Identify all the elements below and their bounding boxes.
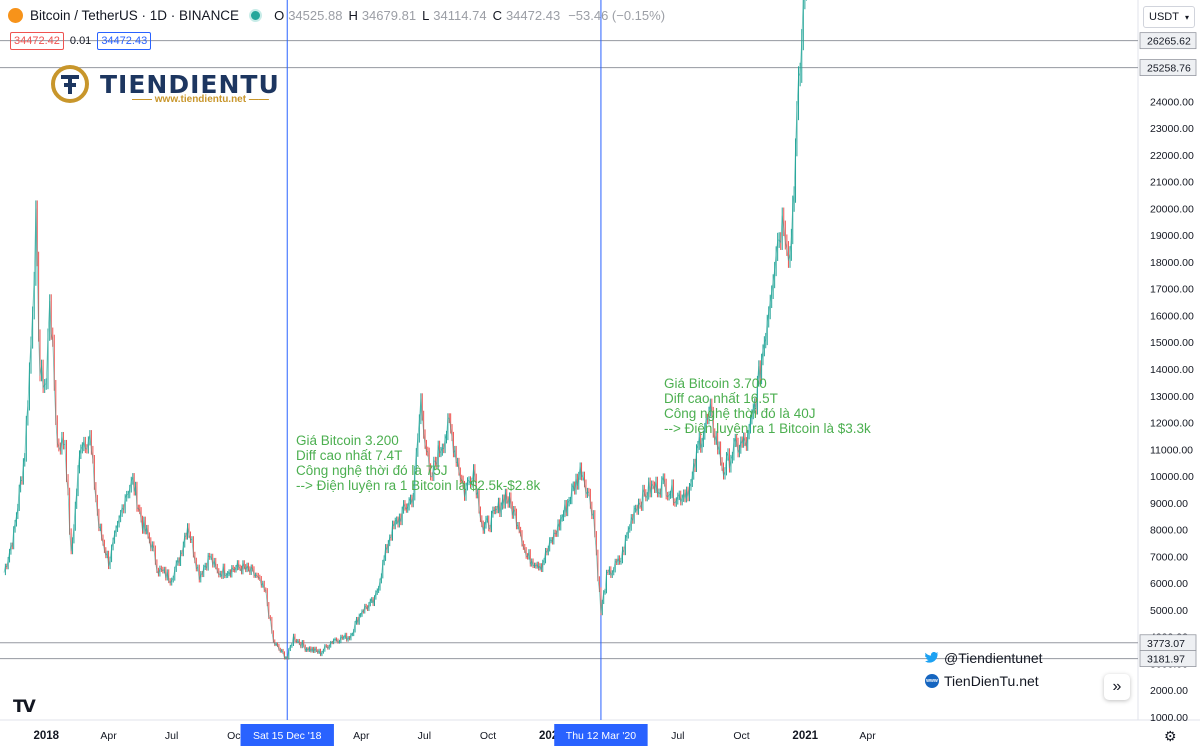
y-tick-label: 19000.00 <box>1150 230 1194 242</box>
x-tick-label: Apr <box>859 730 876 742</box>
annotation-line: Diff cao nhất 7.4T <box>296 448 403 463</box>
open-label: O <box>274 8 285 23</box>
y-tick-label: 10000.00 <box>1150 471 1194 483</box>
price-level-label: 3181.97 <box>1147 654 1185 666</box>
x-tick-label: 2021 <box>792 730 818 742</box>
currency-label: USDT <box>1149 11 1179 23</box>
y-tick-label: 16000.00 <box>1150 310 1194 322</box>
y-tick-label: 2000.00 <box>1150 685 1188 697</box>
y-tick-label: 21000.00 <box>1150 177 1194 189</box>
y-tick-label: 9000.00 <box>1150 498 1188 510</box>
y-tick-label: 24000.00 <box>1150 96 1194 108</box>
market-status-icon <box>249 9 263 22</box>
twitter-icon <box>925 652 939 663</box>
y-tick-label: 20000.00 <box>1150 203 1194 215</box>
annotation-line: Diff cao nhất 16.5T <box>664 391 778 406</box>
high-value: 34679.81 <box>361 8 417 23</box>
symbol-title[interactable]: Bitcoin / TetherUS · 1D · BINANCE <box>30 8 240 23</box>
annotation-2020: Giá Bitcoin 3.700 Diff cao nhất 16.5T Cô… <box>664 376 871 436</box>
y-tick-label: 6000.00 <box>1150 578 1188 590</box>
x-tick-label: Thu 12 Mar '20 <box>566 730 636 742</box>
website-text: TienDienTu.net <box>944 673 1039 689</box>
scroll-to-realtime-button[interactable]: » <box>1104 674 1130 700</box>
x-tick-label: Oct <box>480 730 496 742</box>
annotation-line: --> Điện luyện ra 1 Bitcoin là $3.3k <box>664 421 871 436</box>
x-tick-label: Oct <box>733 730 749 742</box>
price-level-label: 26265.62 <box>1147 36 1191 48</box>
website-link: www TienDienTu.net <box>925 673 1039 689</box>
y-tick-label: 22000.00 <box>1150 150 1194 162</box>
annotation-2018: Giá Bitcoin 3.200 Diff cao nhất 7.4T Côn… <box>296 433 540 493</box>
low-value: 34114.74 <box>433 8 487 23</box>
y-tick-label: 15000.00 <box>1150 337 1194 349</box>
double-chevron-right-icon: » <box>1112 678 1122 695</box>
price-level-tag <box>1139 59 1197 76</box>
time-marker-tag <box>240 724 334 746</box>
chevron-down-icon: ▾ <box>1184 12 1189 22</box>
settings-gear-icon[interactable]: ⚙ <box>1164 728 1177 744</box>
y-tick-label: 1000.00 <box>1150 712 1188 724</box>
tiendientu-logo: TIENDIENTU —— www.tiendientu.net —— <box>50 64 279 108</box>
high-label: H <box>348 8 358 23</box>
logo-emblem-icon <box>51 65 89 103</box>
twitter-handle: @Tiendientunet <box>925 650 1043 666</box>
price-scale-panel[interactable] <box>1138 0 1200 751</box>
x-tick-label: Jul <box>671 730 684 742</box>
y-tick-label: 7000.00 <box>1150 551 1188 563</box>
logo-url: —— www.tiendientu.net —— <box>132 94 269 105</box>
y-tick-label: 14000.00 <box>1150 364 1194 376</box>
buy-button[interactable]: 34472.43 <box>97 32 152 50</box>
x-tick-label: Sat 15 Dec '18 <box>253 730 322 742</box>
close-value: 34472.43 <box>505 8 561 23</box>
x-tick-label: Jul <box>418 730 431 742</box>
twitter-handle-text: @Tiendientunet <box>944 650 1043 666</box>
y-tick-label: 5000.00 <box>1150 605 1188 617</box>
price-level-label: 3773.07 <box>1147 638 1185 650</box>
open-value: 34525.88 <box>288 8 343 23</box>
change-value: −53.46 (−0.15%) <box>568 8 666 23</box>
y-tick-label: 17000.00 <box>1150 284 1194 296</box>
y-tick-label: 12000.00 <box>1150 418 1194 430</box>
x-tick-label: 2018 <box>33 730 59 742</box>
close-label: C <box>492 8 502 23</box>
spread-value: 0.01 <box>69 35 92 47</box>
y-tick-label: 23000.00 <box>1150 123 1194 135</box>
logo-name: TIENDIENTU <box>100 70 280 99</box>
currency-selector[interactable]: USDT ▾ <box>1143 6 1195 28</box>
low-label: L <box>422 8 430 23</box>
price-level-tag <box>1139 650 1197 667</box>
tradingview-logo[interactable]: TV <box>13 697 36 717</box>
globe-icon: www <box>925 674 939 688</box>
time-marker-tag <box>554 724 648 746</box>
x-tick-label: Jul <box>165 730 178 742</box>
y-tick-label: 13000.00 <box>1150 391 1194 403</box>
buy-sell-panel: 34472.42 0.01 34472.43 <box>10 32 152 50</box>
price-series-line <box>3 0 804 659</box>
annotation-line: Công nghệ thời đó là 75J <box>296 463 448 478</box>
annotation-line: Công nghệ thời đó là 40J <box>664 406 816 421</box>
annotation-line: Giá Bitcoin 3.200 <box>296 433 399 448</box>
chart-header: Bitcoin / TetherUS · 1D · BINANCE O 34525… <box>8 8 665 23</box>
y-tick-label: 18000.00 <box>1150 257 1194 269</box>
y-tick-label: 8000.00 <box>1150 525 1188 537</box>
x-tick-label: Apr <box>100 730 117 742</box>
sell-button[interactable]: 34472.42 <box>10 32 64 50</box>
y-tick-label: 11000.00 <box>1150 444 1193 456</box>
x-tick-label: Oct <box>227 730 243 742</box>
annotation-line: Giá Bitcoin 3.700 <box>664 376 767 391</box>
price-level-tag <box>1139 32 1197 50</box>
x-tick-label: Apr <box>353 730 370 742</box>
annotation-line: --> Điện luyện ra 1 Bitcoin là $2.5k-$2.… <box>296 478 541 493</box>
price-level-label: 25258.76 <box>1147 63 1191 75</box>
bitcoin-icon <box>8 8 23 23</box>
